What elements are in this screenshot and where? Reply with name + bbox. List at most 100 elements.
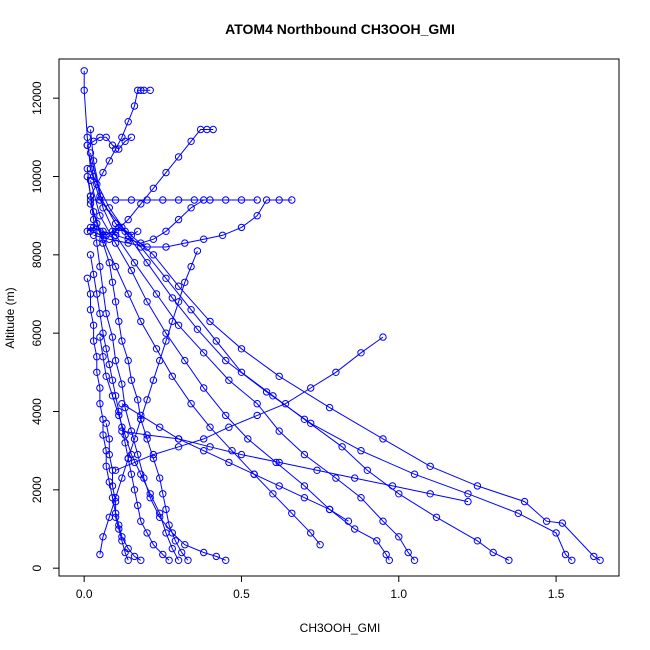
- data-point: [137, 415, 145, 423]
- data-point: [143, 529, 151, 537]
- data-point: [124, 356, 132, 365]
- data-point: [379, 435, 387, 443]
- data-point: [121, 137, 129, 146]
- data-point: [181, 239, 189, 247]
- profile-line: [90, 203, 189, 561]
- data-point: [410, 556, 419, 564]
- data-point: [108, 466, 117, 474]
- data-point: [162, 337, 170, 345]
- data-point: [473, 537, 482, 545]
- y-tick-label: 6000: [30, 319, 44, 346]
- data-point: [118, 400, 126, 408]
- profile-line: [90, 254, 170, 561]
- data-point: [596, 556, 604, 564]
- data-point: [159, 490, 167, 498]
- data-point: [108, 278, 117, 286]
- data-point: [432, 513, 441, 521]
- data-point: [187, 306, 195, 314]
- data-point: [300, 494, 309, 502]
- data-point: [124, 215, 132, 224]
- data-point: [275, 372, 283, 380]
- data-point: [253, 411, 261, 420]
- data-point: [86, 290, 95, 298]
- data-point: [149, 184, 158, 193]
- data-point: [127, 266, 136, 275]
- data-point: [181, 278, 189, 286]
- profile-series: [83, 172, 324, 549]
- data-point: [105, 259, 114, 267]
- data-point: [159, 196, 167, 204]
- y-tick-label: 0: [30, 565, 44, 572]
- data-point: [156, 509, 164, 517]
- data-point: [137, 411, 145, 420]
- data-point: [174, 196, 183, 204]
- profile-line: [93, 199, 292, 248]
- profile-line: [86, 145, 573, 561]
- data-point: [225, 423, 233, 431]
- data-point: [300, 450, 309, 459]
- data-point: [181, 356, 189, 365]
- data-point: [275, 427, 283, 435]
- data-point: [269, 392, 277, 400]
- data-point: [288, 509, 296, 517]
- data-point: [134, 396, 142, 404]
- data-point: [307, 529, 315, 537]
- data-point: [206, 443, 214, 451]
- data-point: [96, 212, 104, 220]
- data-point: [86, 196, 95, 204]
- profile-line: [90, 152, 510, 561]
- data-point: [143, 243, 151, 251]
- data-point: [89, 270, 98, 279]
- data-point: [344, 517, 353, 525]
- data-point: [222, 196, 230, 204]
- data-point: [187, 262, 195, 271]
- data-point: [83, 227, 92, 236]
- data-point: [83, 141, 92, 149]
- data-point: [404, 548, 412, 557]
- data-point: [174, 556, 183, 564]
- data-point: [124, 239, 132, 247]
- profile-series: [83, 223, 142, 240]
- data-point: [162, 227, 170, 236]
- data-point: [385, 556, 393, 564]
- data-point: [363, 466, 371, 474]
- y-tick-label: 2000: [30, 476, 44, 503]
- data-point: [127, 450, 136, 459]
- data-point: [200, 548, 208, 557]
- data-point: [514, 509, 522, 517]
- data-point: [93, 180, 101, 189]
- data-point: [86, 125, 95, 134]
- data-point: [121, 439, 129, 447]
- data-point: [137, 517, 145, 525]
- data-point: [300, 415, 309, 423]
- data-point: [316, 541, 324, 549]
- data-point: [115, 317, 123, 326]
- data-point: [212, 552, 221, 561]
- data-point: [80, 67, 88, 75]
- data-point: [127, 427, 136, 435]
- data-point: [143, 435, 151, 443]
- data-point: [127, 196, 136, 204]
- data-point: [382, 550, 390, 559]
- data-point: [307, 419, 315, 427]
- data-point: [168, 372, 177, 380]
- data-point: [218, 231, 227, 240]
- data-point: [196, 125, 205, 134]
- data-point: [222, 556, 230, 564]
- data-point: [115, 525, 123, 533]
- data-point: [184, 556, 192, 564]
- data-point: [250, 470, 258, 478]
- data-point: [134, 501, 142, 510]
- data-point: [102, 462, 110, 470]
- data-point: [171, 537, 180, 545]
- data-point: [108, 333, 117, 341]
- data-point: [351, 474, 359, 482]
- data-point: [80, 86, 88, 95]
- data-point: [568, 556, 576, 564]
- profile-series: [111, 333, 387, 474]
- data-point: [388, 482, 397, 490]
- data-point: [313, 466, 321, 474]
- profile-line: [90, 129, 415, 561]
- data-point: [558, 519, 567, 527]
- data-point: [174, 215, 183, 224]
